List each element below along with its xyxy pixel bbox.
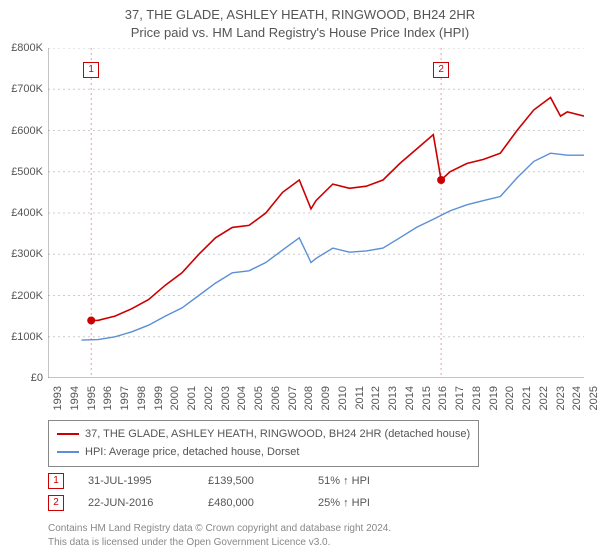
legend-item: HPI: Average price, detached house, Dors… xyxy=(57,444,470,462)
sale-dot-1 xyxy=(87,316,95,324)
row-date: 31-JUL-1995 xyxy=(88,475,208,487)
sale-marker-box: 1 xyxy=(83,62,99,78)
title-line-2: Price paid vs. HM Land Registry's House … xyxy=(131,25,469,40)
series-property xyxy=(91,98,584,321)
y-axis-label: £400K xyxy=(3,207,43,219)
x-axis-label: 2022 xyxy=(538,386,550,426)
chart-title: 37, THE GLADE, ASHLEY HEATH, RINGWOOD, B… xyxy=(0,0,600,42)
y-axis-label: £600K xyxy=(3,125,43,137)
sale-dot-2 xyxy=(437,176,445,184)
footnote-line-2: This data is licensed under the Open Gov… xyxy=(48,537,330,548)
row-price: £480,000 xyxy=(208,497,318,509)
x-axis-label: 2024 xyxy=(571,386,583,426)
row-pct: 25% ↑ HPI xyxy=(318,497,438,509)
footnote-line-1: Contains HM Land Registry data © Crown c… xyxy=(48,523,391,534)
chart-container: 37, THE GLADE, ASHLEY HEATH, RINGWOOD, B… xyxy=(0,0,600,560)
sale-marker-box: 2 xyxy=(433,62,449,78)
row-marker: 2 xyxy=(48,495,64,511)
y-axis-label: £800K xyxy=(3,42,43,54)
row-price: £139,500 xyxy=(208,475,318,487)
sales-table: 1 31-JUL-1995£139,50051% ↑ HPI 2 22-JUN-201… xyxy=(48,470,438,514)
y-axis-label: £500K xyxy=(3,166,43,178)
x-axis-label: 2023 xyxy=(555,386,567,426)
x-axis-label: 2025 xyxy=(588,386,600,426)
row-date: 22-JUN-2016 xyxy=(88,497,208,509)
x-axis-label: 2021 xyxy=(521,386,533,426)
chart-svg xyxy=(48,48,584,378)
footnote: Contains HM Land Registry data © Crown c… xyxy=(48,522,391,550)
legend-swatch xyxy=(57,451,79,453)
y-axis-label: £200K xyxy=(3,290,43,302)
legend: 37, THE GLADE, ASHLEY HEATH, RINGWOOD, B… xyxy=(48,420,479,467)
y-axis-label: £0 xyxy=(3,372,43,384)
table-row: 2 22-JUN-2016£480,00025% ↑ HPI xyxy=(48,492,438,514)
title-line-1: 37, THE GLADE, ASHLEY HEATH, RINGWOOD, B… xyxy=(125,7,475,22)
series-hpi xyxy=(82,153,585,340)
row-marker: 1 xyxy=(48,473,64,489)
y-axis-label: £300K xyxy=(3,248,43,260)
legend-swatch xyxy=(57,433,79,435)
y-axis-label: £100K xyxy=(3,331,43,343)
y-axis-label: £700K xyxy=(3,83,43,95)
x-axis-label: 2020 xyxy=(504,386,516,426)
row-pct: 51% ↑ HPI xyxy=(318,475,438,487)
legend-item: 37, THE GLADE, ASHLEY HEATH, RINGWOOD, B… xyxy=(57,426,470,444)
legend-label: 37, THE GLADE, ASHLEY HEATH, RINGWOOD, B… xyxy=(85,428,470,440)
x-axis-label: 2019 xyxy=(488,386,500,426)
table-row: 1 31-JUL-1995£139,50051% ↑ HPI xyxy=(48,470,438,492)
chart-plot-area: £0£100K£200K£300K£400K£500K£600K£700K£80… xyxy=(48,48,584,378)
legend-label: HPI: Average price, detached house, Dors… xyxy=(85,446,299,458)
